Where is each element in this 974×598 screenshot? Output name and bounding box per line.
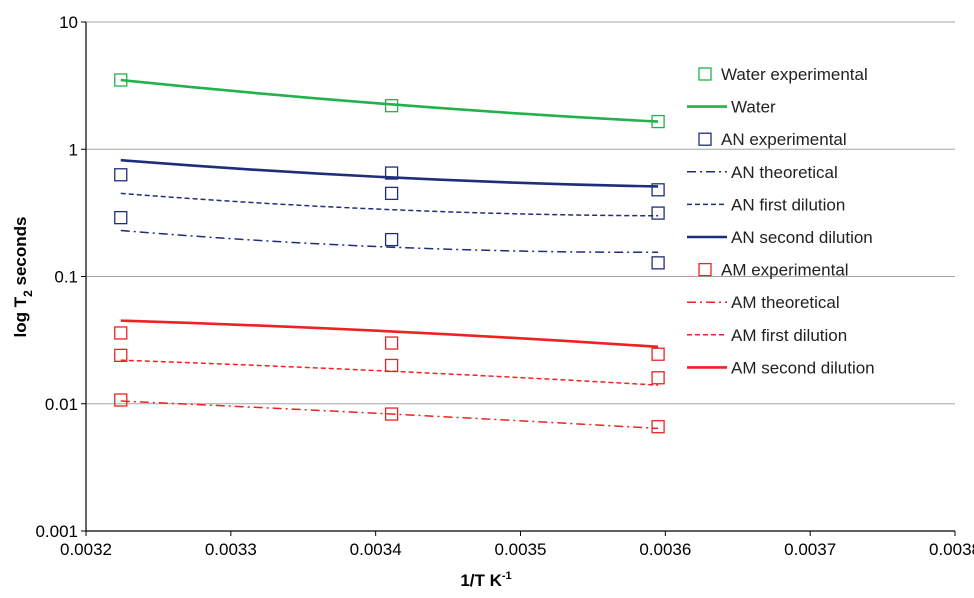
series-line <box>120 229 659 254</box>
x-tick-label: 0.0035 <box>495 540 547 559</box>
legend-item: AN experimental <box>698 130 847 149</box>
data-point <box>384 232 399 247</box>
legend-item: AM second dilution <box>687 358 875 377</box>
legend-item: AN theoretical <box>687 163 838 182</box>
y-tick-label: 0.1 <box>54 268 78 287</box>
legend-label: Water <box>731 98 776 117</box>
data-point <box>114 326 128 340</box>
data-point <box>114 211 128 225</box>
data-point <box>651 420 665 434</box>
data-point <box>384 358 399 373</box>
legend-item: AM first dilution <box>687 326 847 345</box>
data-point <box>651 256 665 270</box>
legend-item: AM experimental <box>698 261 849 280</box>
y-tick-label: 0.01 <box>45 395 78 414</box>
legend-item: Water <box>687 98 776 117</box>
axes <box>81 21 956 536</box>
series-line <box>120 400 659 430</box>
legend-item: AM theoretical <box>687 293 840 312</box>
data-point <box>114 168 128 182</box>
legend-label: AM experimental <box>721 261 849 280</box>
legend-label: AN second dilution <box>731 228 873 247</box>
series-line <box>120 359 659 386</box>
x-tick-label: 0.0032 <box>60 540 112 559</box>
legend-item: Water experimental <box>698 65 868 84</box>
y-tick-label: 1 <box>69 140 78 159</box>
data-point <box>384 336 399 350</box>
data-point <box>114 393 128 407</box>
series-line <box>120 158 659 188</box>
x-tick-label: 0.0038 <box>929 540 974 559</box>
legend-label: AN theoretical <box>731 163 838 182</box>
data-point <box>651 371 665 385</box>
data-point <box>384 186 399 201</box>
legend-label: Water experimental <box>721 65 868 84</box>
legend-item: AN first dilution <box>687 195 845 214</box>
y-axis-title: log T2 seconds <box>11 217 35 338</box>
x-axis-title: 1/T K-1 <box>460 570 511 590</box>
legend-marker <box>698 67 712 81</box>
y-tick-label: 0.001 <box>35 522 78 541</box>
data-point <box>384 166 399 180</box>
tick-labels: 0.001 0.01 0.1 1 10 0.0032 0.0033 0.0034 0.0035 0… <box>35 13 974 559</box>
legend-label: AM theoretical <box>731 293 840 312</box>
legend-label: AM second dilution <box>731 358 875 377</box>
legend-item: AN second dilution <box>687 228 873 247</box>
x-tick-label: 0.0037 <box>784 540 836 559</box>
data-point <box>651 183 665 197</box>
data-point <box>384 407 399 421</box>
series-line <box>120 192 659 217</box>
data-point <box>114 348 128 363</box>
legend-marker <box>698 262 712 277</box>
data-point <box>651 347 665 361</box>
series-line <box>120 78 659 123</box>
series-line <box>120 319 659 349</box>
legend: Water experimental Water AN experimental AN… <box>687 65 875 377</box>
x-tick-label: 0.0033 <box>205 540 257 559</box>
legend-label: AN first dilution <box>731 195 845 214</box>
legend-label: AN experimental <box>721 130 847 149</box>
legend-marker <box>698 132 712 146</box>
x-tick-label: 0.0036 <box>639 540 691 559</box>
y-tick-label: 10 <box>59 13 78 32</box>
plot-area <box>114 73 665 434</box>
grid <box>86 21 955 405</box>
x-tick-label: 0.0034 <box>350 540 402 559</box>
legend-label: AM first dilution <box>731 326 847 345</box>
data-point <box>651 206 665 220</box>
